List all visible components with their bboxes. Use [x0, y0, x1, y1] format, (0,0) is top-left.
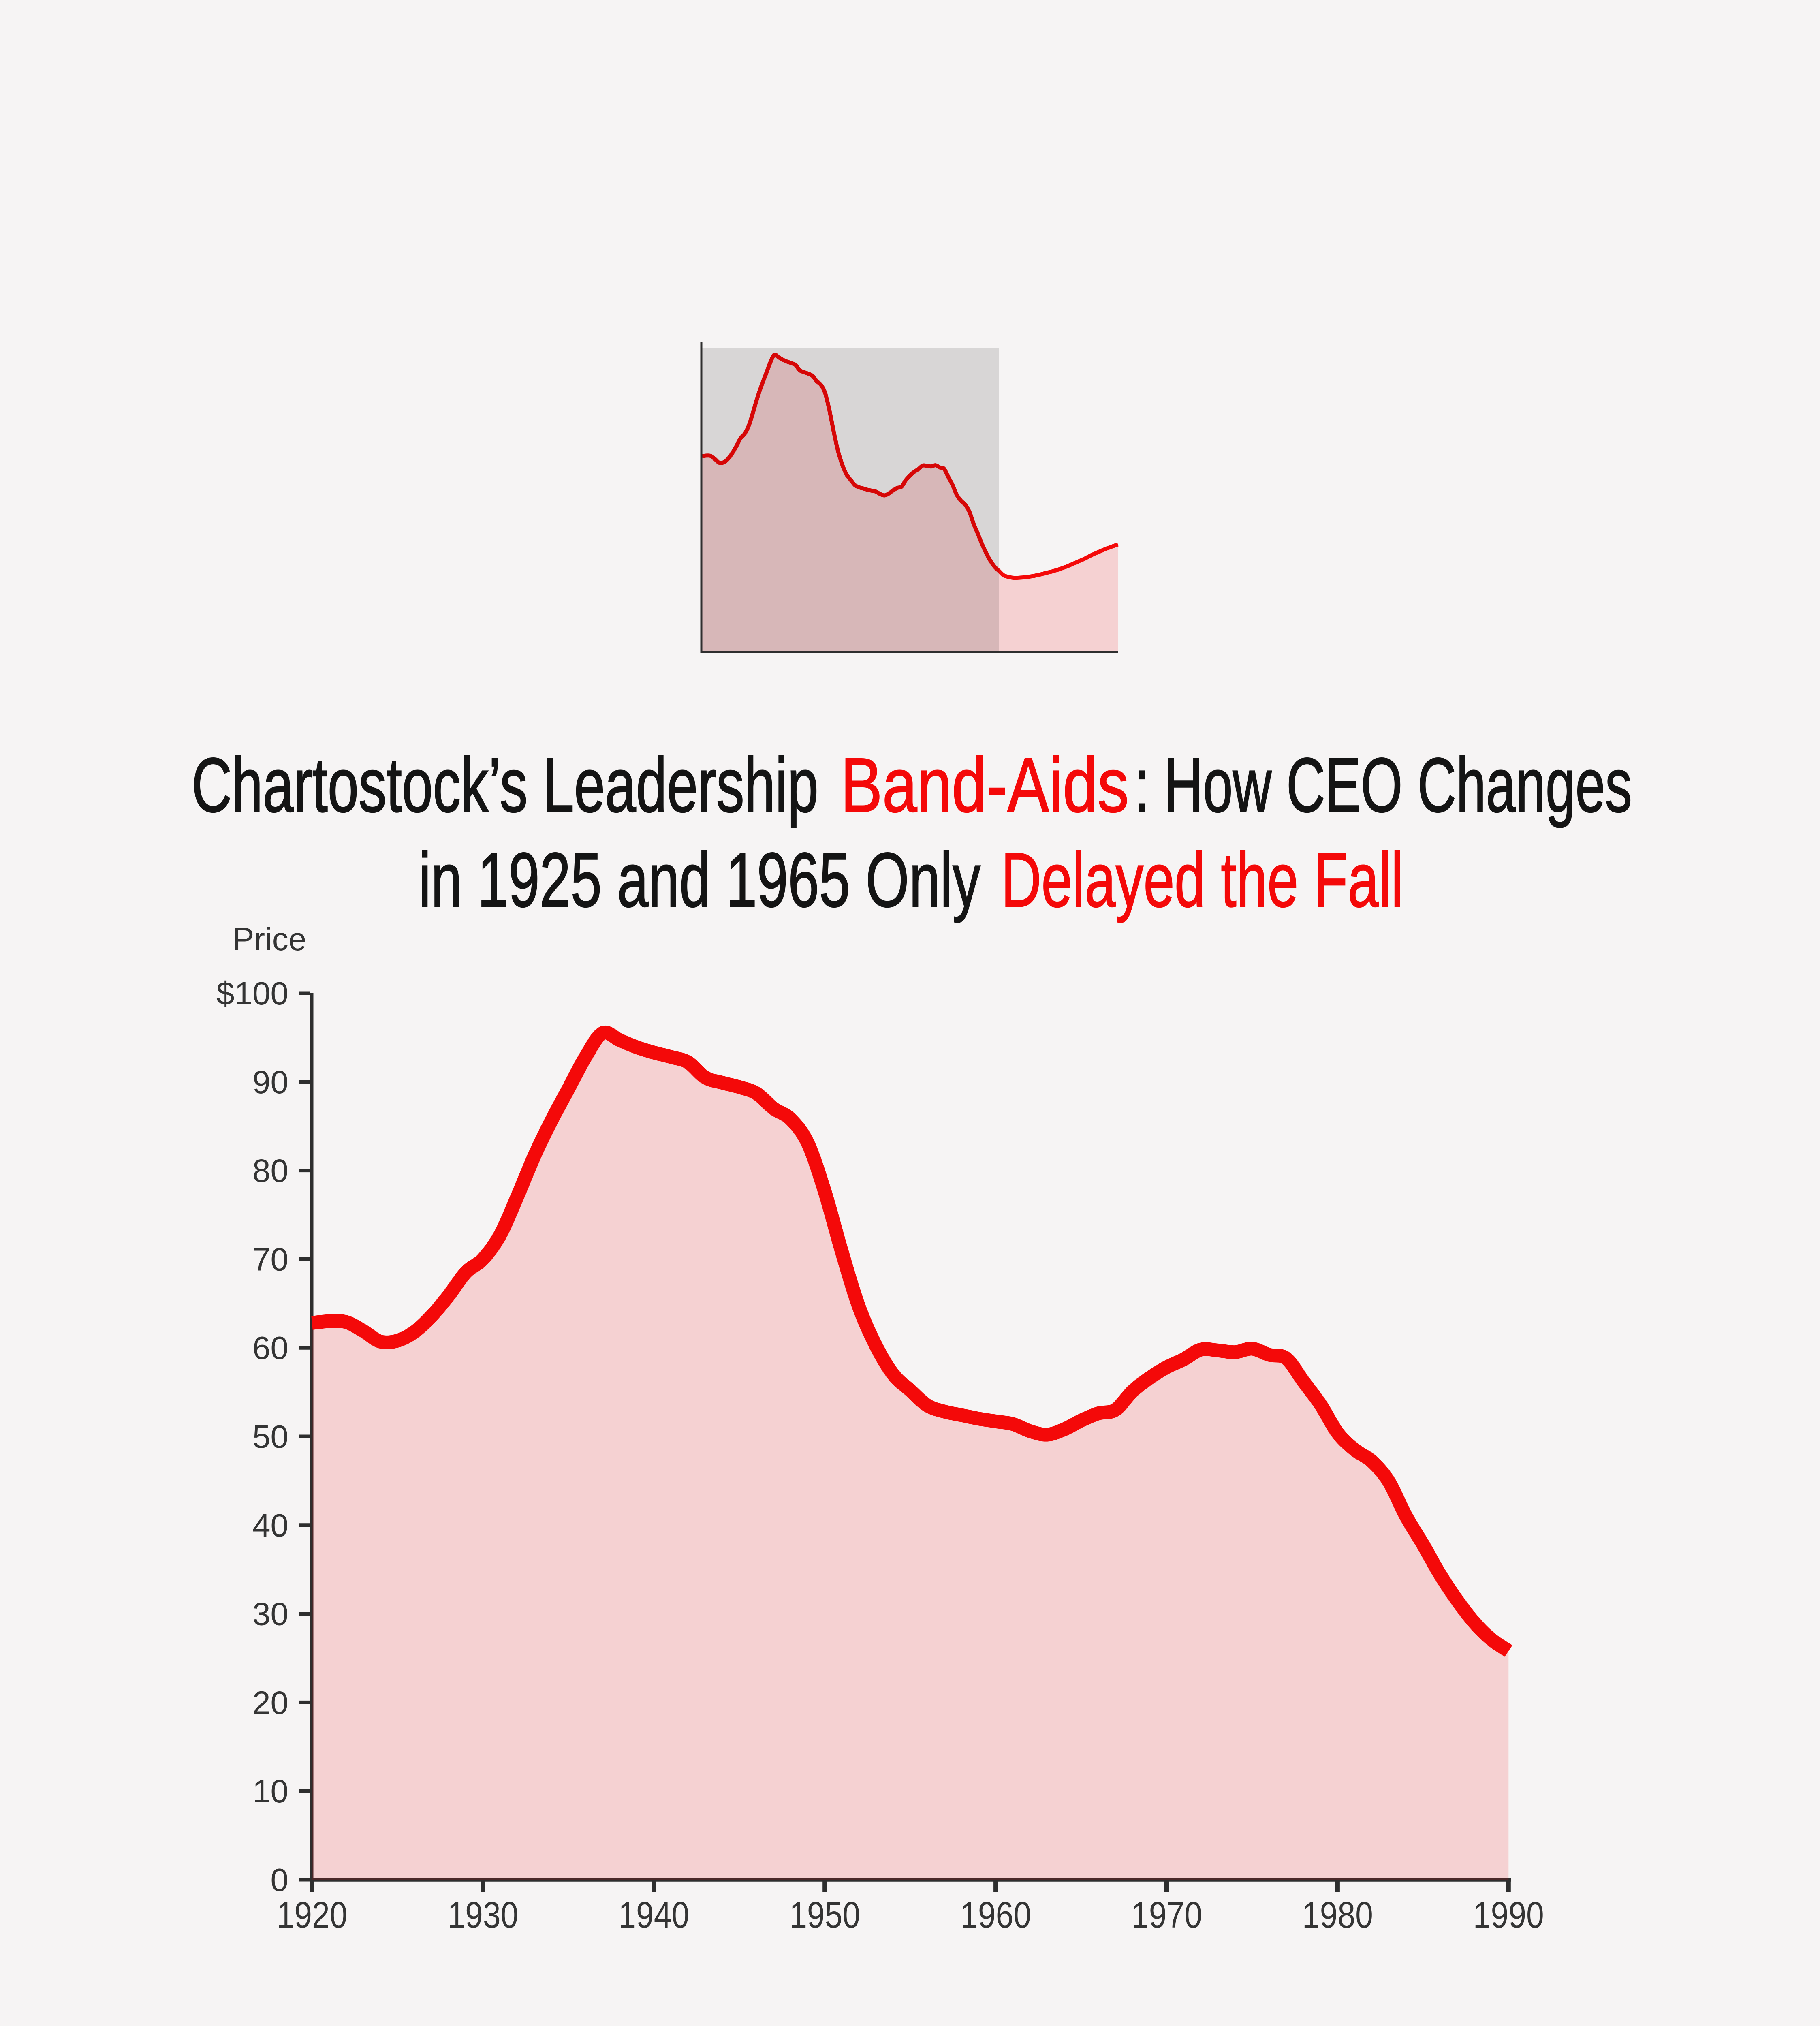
- svg-text:Chartostock’s Leadership: Chartostock’s Leadership: [192, 742, 818, 828]
- svg-text:80: 80: [252, 1153, 288, 1189]
- svg-text:1950: 1950: [789, 1895, 860, 1936]
- svg-text:0: 0: [271, 1862, 289, 1898]
- svg-text:1980: 1980: [1302, 1895, 1373, 1936]
- svg-text:50: 50: [252, 1419, 288, 1455]
- svg-text:1970: 1970: [1131, 1895, 1202, 1936]
- svg-text:1990: 1990: [1473, 1895, 1544, 1936]
- svg-text:: How CEO Changes: : How CEO Changes: [1134, 742, 1632, 828]
- svg-text:90: 90: [252, 1064, 288, 1100]
- svg-text:40: 40: [252, 1507, 288, 1543]
- svg-text:1930: 1930: [447, 1895, 518, 1936]
- svg-text:60: 60: [252, 1330, 288, 1366]
- svg-text:in 1925 and 1965 Only: in 1925 and 1965 Only: [419, 837, 980, 923]
- svg-text:1940: 1940: [618, 1895, 689, 1936]
- svg-text:10: 10: [252, 1773, 288, 1809]
- svg-text:Band-Aids: Band-Aids: [841, 742, 1129, 828]
- svg-text:1920: 1920: [277, 1895, 348, 1936]
- svg-text:70: 70: [252, 1241, 288, 1277]
- svg-text:Delayed the Fall: Delayed the Fall: [1001, 837, 1403, 923]
- svg-text:$100: $100: [216, 975, 288, 1011]
- svg-text:1960: 1960: [960, 1895, 1031, 1936]
- svg-text:Price: Price: [233, 921, 306, 957]
- svg-text:30: 30: [252, 1596, 288, 1632]
- svg-text:20: 20: [252, 1684, 288, 1720]
